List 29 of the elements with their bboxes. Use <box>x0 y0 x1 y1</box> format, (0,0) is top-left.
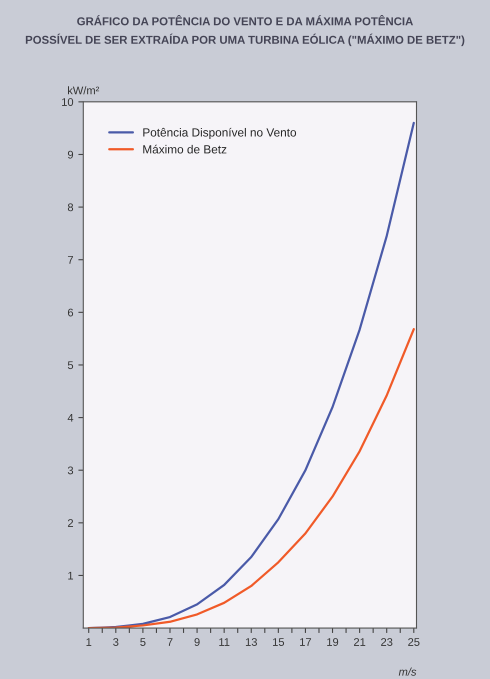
y-tick-label: 10 <box>62 98 74 106</box>
y-tick-label: 1 <box>68 572 74 580</box>
x-tick-label: 9 <box>194 638 200 646</box>
y-tick-label: 7 <box>68 256 74 264</box>
y-tick-label: 4 <box>68 414 74 422</box>
x-tick-label: 19 <box>327 638 338 646</box>
chart-title: GRÁFICO DA POTÊNCIA DO VENTO E DA MÁXIMA POTÊNCIA POSSÍVEL DE SER EXTRAÍDA POR UMA TURBINA EÓLICA ("MÁXIMO DE BETZ") <box>26 15 464 46</box>
x-tick-label: 5 <box>140 638 146 646</box>
y-tick-label: 2 <box>68 519 74 527</box>
line-series <box>88 328 415 628</box>
y-tick-label: 5 <box>68 361 74 370</box>
y-tick-label: 3 <box>68 466 74 474</box>
legend-label: Potência Disponível no Vento <box>143 128 296 139</box>
x-tick-label: 25 <box>408 638 420 646</box>
y-tick-label: 9 <box>68 150 74 159</box>
x-tick-label: 21 <box>354 638 366 646</box>
x-tick-label: 17 <box>300 638 312 646</box>
y-tick-label: 6 <box>68 308 74 316</box>
x-tick-label: 3 <box>113 638 118 646</box>
x-tick-label: 13 <box>246 638 257 646</box>
x-tick-label: 11 <box>219 638 230 646</box>
y-axis-title: kW/m² <box>68 86 100 94</box>
x-axis-title: m/s <box>398 668 416 676</box>
x-tick-label: 23 <box>381 638 392 646</box>
x-tick-label: 7 <box>167 638 173 646</box>
x-tick-label: 15 <box>273 638 284 646</box>
x-tick-label: 1 <box>86 638 92 646</box>
y-tick-label: 8 <box>68 203 74 212</box>
legend-label: Máximo de Betz <box>143 144 226 154</box>
